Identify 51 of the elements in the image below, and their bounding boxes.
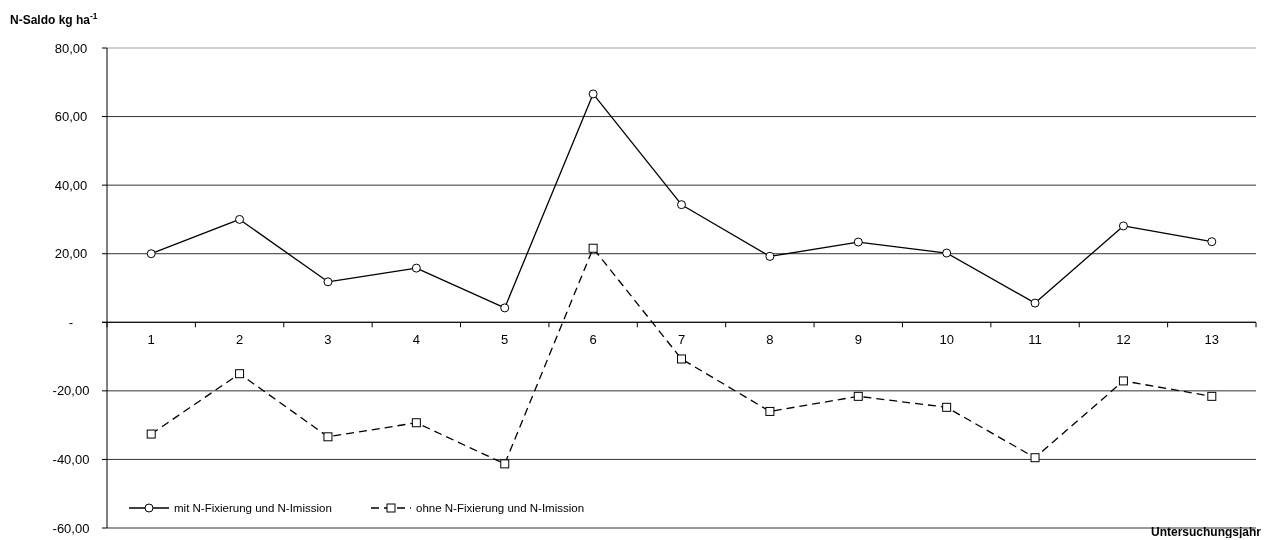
point (500, 459, 510, 469)
y-tick-label: 20,00 (54, 246, 88, 262)
point (235, 214, 245, 224)
point (853, 391, 863, 401)
y-tick-label: 60,00 (54, 109, 88, 125)
y-tick-label: 40,00 (54, 177, 88, 193)
point (1030, 453, 1040, 463)
x-tick-label: 10 (939, 332, 954, 348)
point (1207, 391, 1217, 401)
y-tick-label: -40,00 (52, 451, 90, 467)
x-tick-label: 5 (501, 332, 509, 348)
x-tick-label: 4 (412, 332, 420, 348)
point (411, 263, 421, 273)
point (411, 418, 421, 428)
point (588, 243, 598, 253)
point (677, 200, 686, 210)
point (235, 369, 245, 379)
x-tick-label: 7 (677, 332, 686, 348)
point (1118, 376, 1128, 386)
point (323, 432, 333, 442)
x-tick-label: 8 (766, 332, 774, 348)
x-tick-label: 2 (235, 332, 244, 348)
x-tick-label: 13 (1204, 332, 1220, 348)
y-tick-label: - (68, 314, 74, 330)
x-tick-label: 11 (1028, 332, 1042, 348)
point (677, 354, 686, 364)
point (942, 248, 952, 258)
x-tick-label: 6 (589, 332, 597, 348)
point (853, 237, 863, 247)
point (146, 429, 156, 439)
point (1030, 298, 1040, 308)
point (765, 406, 775, 416)
point (500, 303, 510, 313)
point (1118, 221, 1128, 231)
point (588, 89, 598, 99)
x-tick-label: 9 (854, 332, 862, 348)
point (1207, 237, 1217, 247)
legend-label: mit N-Fixierung und N-Imission (174, 502, 332, 515)
point (942, 402, 952, 412)
y-tick-label: -20,00 (52, 383, 90, 399)
x-axis-title: Untersuchungsjahr (1150, 525, 1262, 539)
y-tick-label: -60,00 (52, 520, 90, 536)
point (146, 249, 156, 259)
x-tick-label: 12 (1116, 332, 1131, 348)
y-tick-label: 80,00 (54, 40, 88, 56)
point (765, 251, 775, 261)
point (323, 277, 333, 287)
y-axis-title: N-Saldo kg ha$^{-1}$ (10, 11, 98, 27)
x-tick-label: 1 (147, 332, 155, 348)
x-tick-label: 3 (324, 332, 332, 348)
legend-label: ohne N-Fixierung und N-Imission (416, 502, 585, 515)
